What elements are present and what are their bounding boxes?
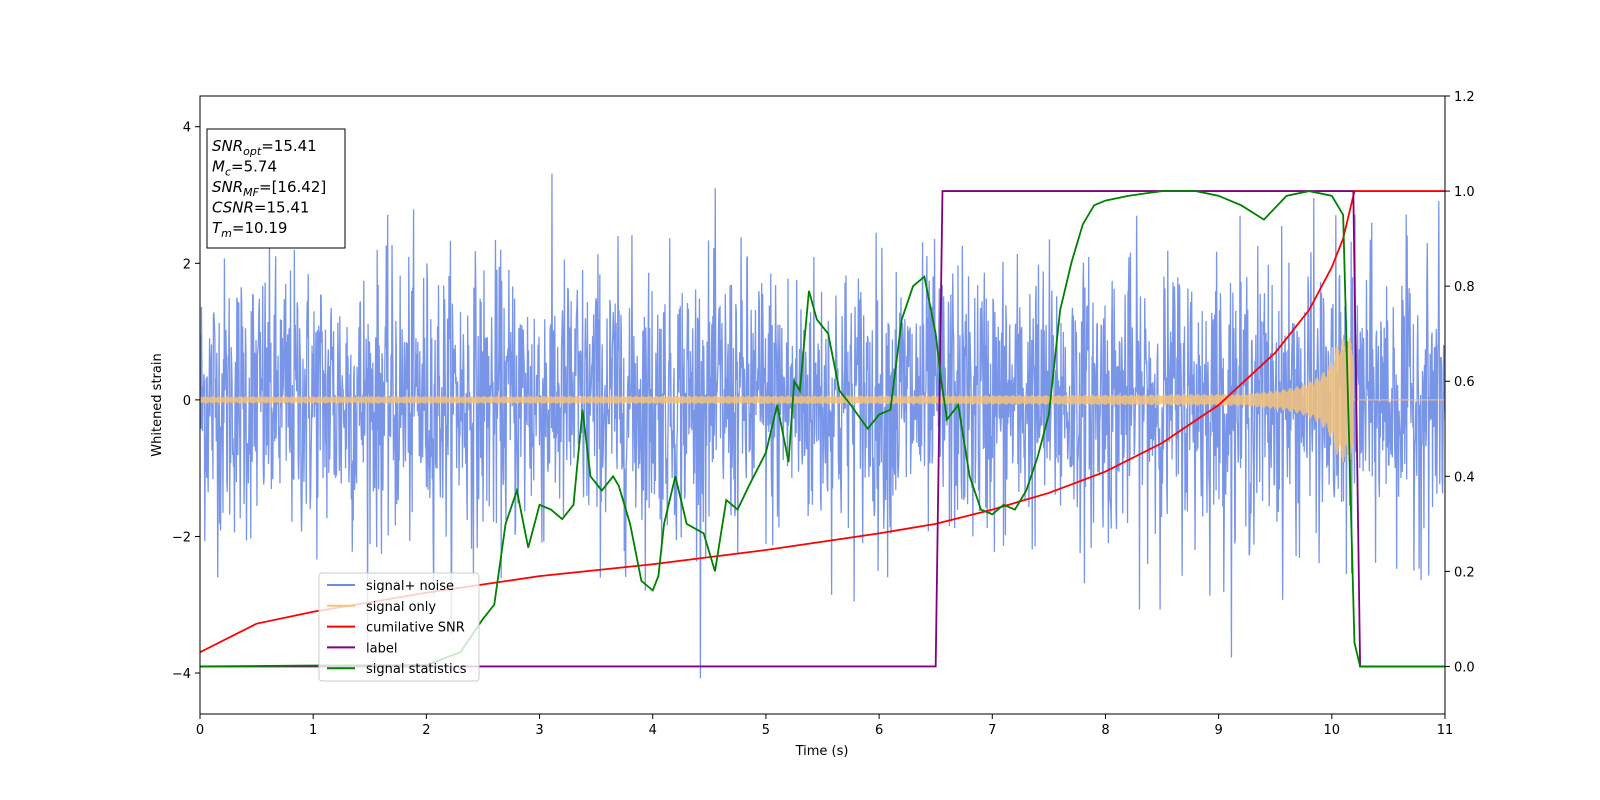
x-tick-label: 9 (1214, 723, 1222, 738)
legend-label: signal statistics (366, 662, 467, 677)
y-left-tick-label: 0 (183, 394, 191, 409)
y-axis-left: −4 −2 0 2 4 (172, 121, 200, 682)
x-tick-label: 11 (1437, 723, 1454, 738)
x-axis-label: Time (s) (795, 744, 849, 759)
plot-frame (199, 95, 1446, 715)
legend: signal+ noise signal only cumilative SNR la… (318, 572, 480, 682)
info-box-line: SNRopt=15.41 (212, 137, 317, 158)
x-tick-label: 7 (988, 723, 996, 738)
legend-frame (318, 572, 480, 682)
y-right-tick-label: 1.0 (1454, 185, 1475, 200)
y-right-tick-label: 0.6 (1454, 375, 1475, 390)
y-left-tick-label: 4 (183, 121, 191, 136)
x-tick-label: 0 (196, 723, 204, 738)
legend-label: signal only (366, 600, 436, 615)
series-signal-noise (200, 173, 1445, 679)
x-tick-label: 6 (875, 723, 883, 738)
legend-label: label (366, 641, 397, 656)
series-signal-only (200, 337, 1445, 463)
x-tick-label: 10 (1324, 723, 1341, 738)
y-axis-right: 0.0 0.2 0.4 0.6 0.8 1.0 1.2 (1445, 90, 1475, 675)
y-left-tick-label: −4 (172, 667, 191, 682)
legend-label: cumilative SNR (366, 621, 465, 636)
y-left-tick-label: 2 (183, 257, 191, 272)
x-tick-label: 3 (535, 723, 543, 738)
x-tick-label: 8 (1101, 723, 1109, 738)
info-box: SNRopt=15.41Mc=5.74SNRMF=[16.42]CSNR=15.… (206, 128, 346, 249)
y-right-tick-label: 0.8 (1454, 280, 1475, 295)
y-left-tick-label: −2 (172, 530, 191, 545)
series-signal-statistics (200, 190, 1445, 668)
y-right-tick-label: 1.2 (1454, 90, 1475, 105)
x-tick-label: 5 (762, 723, 770, 738)
y-right-tick-label: 0.0 (1454, 660, 1475, 675)
y-right-tick-label: 0.4 (1454, 470, 1475, 485)
legend-label: signal+ noise (366, 579, 454, 594)
y-right-tick-label: 0.2 (1454, 565, 1475, 580)
x-tick-label: 4 (649, 723, 657, 738)
info-box-line: CSNR=15.41 (212, 199, 309, 217)
x-tick-label: 2 (422, 723, 430, 738)
info-box-line: SNRMF=[16.42] (212, 178, 326, 199)
x-axis: 0 1 2 3 4 5 6 7 8 9 10 11 (196, 714, 1453, 738)
info-box-line: Tm=10.19 (212, 219, 287, 240)
y-axis-label: Whitened strain (150, 353, 165, 456)
x-tick-label: 1 (309, 723, 317, 738)
info-box-frame (206, 128, 346, 249)
info-box-line: Mc=5.74 (212, 158, 277, 179)
